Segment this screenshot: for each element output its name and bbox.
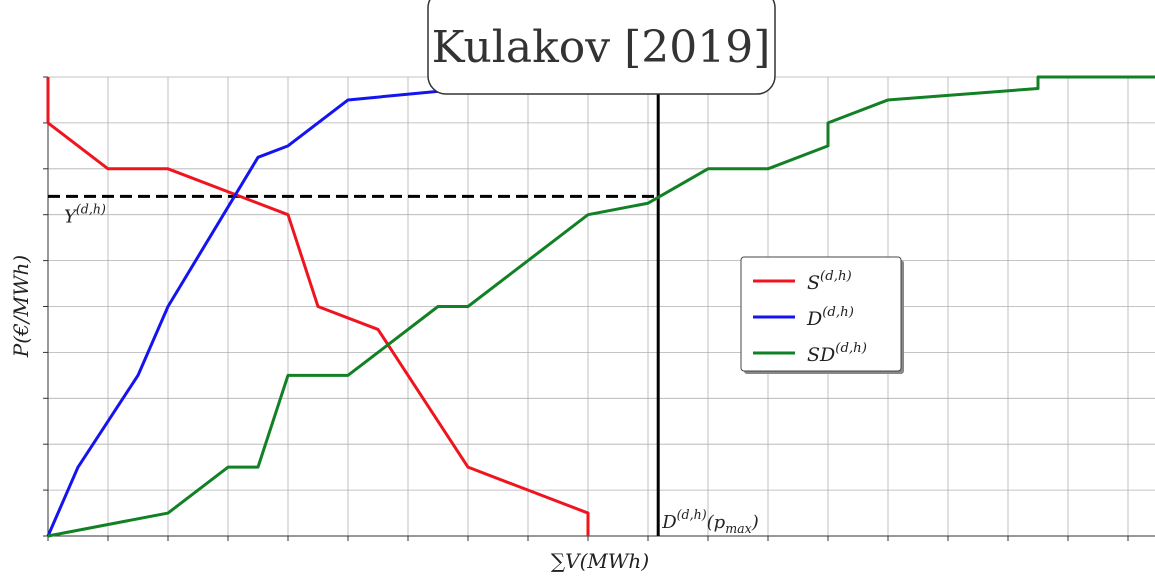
annotation: Y(d,h)​ bbox=[64, 201, 106, 227]
title-box bbox=[427, 0, 776, 95]
legend-label: SD(d,h)​ bbox=[807, 341, 867, 366]
legend bbox=[740, 256, 902, 372]
series-line bbox=[46, 77, 590, 536]
annotation: D(d,h)​(pmax​) bbox=[661, 507, 759, 536]
y-axis-label: P(€/MWh) bbox=[9, 255, 33, 358]
legend-label: D(d,h)​ bbox=[806, 305, 854, 330]
series-line bbox=[47, 75, 1155, 538]
legend-label: S(d,h)​ bbox=[807, 269, 852, 294]
x-axis-label: ∑V(MWh) bbox=[551, 549, 649, 573]
chart-title: Kulakov [2019] bbox=[432, 22, 771, 73]
series-line bbox=[46, 86, 469, 537]
